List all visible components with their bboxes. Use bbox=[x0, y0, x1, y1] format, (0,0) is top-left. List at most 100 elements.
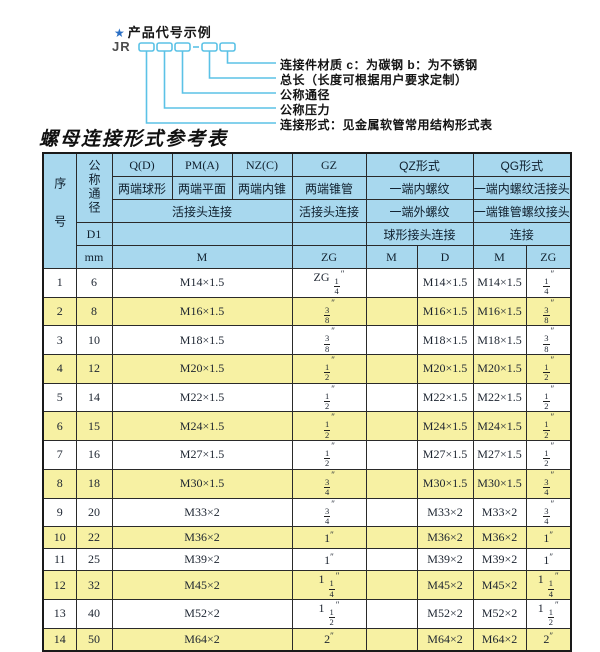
table-row: 10 22 M36×2 1″ M36×2 M36×2 1″ bbox=[42, 526, 572, 550]
cell-seq: 14 bbox=[42, 627, 77, 652]
header-desc-pm: 两端平面 bbox=[171, 176, 233, 200]
label-total-length: 总长（长度可根据用户要求定制） bbox=[280, 73, 468, 87]
table-row: 11 25 M39×2 1″ M39×2 M39×2 1″ bbox=[42, 548, 572, 572]
cell-m: M52×2 bbox=[111, 598, 293, 629]
cell-qg-m: M24×1.5 bbox=[472, 411, 527, 442]
cell-dn: 10 bbox=[75, 325, 113, 356]
cell-qz-m bbox=[365, 548, 418, 572]
cell-seq: 11 bbox=[42, 548, 77, 572]
cell-seq: 2 bbox=[42, 296, 77, 327]
cell-qg-m: M18×1.5 bbox=[472, 325, 527, 356]
header-desc-gz: 两端锥管 bbox=[291, 176, 367, 200]
cell-qg-m: M39×2 bbox=[472, 548, 527, 572]
cell-qz-m bbox=[365, 627, 418, 652]
cell-seq: 13 bbox=[42, 598, 77, 629]
header-blank-gz bbox=[291, 222, 367, 246]
star-icon: ★ bbox=[114, 26, 126, 40]
cell-m: M33×2 bbox=[111, 497, 293, 528]
cell-qg-m: M45×2 bbox=[472, 570, 527, 600]
cell-qg-m: M30×1.5 bbox=[472, 468, 527, 499]
cell-seq: 4 bbox=[42, 354, 77, 384]
header-col-zg: ZG bbox=[291, 245, 367, 269]
cell-zg: 1 2 ″ bbox=[291, 440, 367, 470]
cell-qz-m bbox=[365, 526, 418, 550]
header-desc-qz: 一端内螺纹 bbox=[365, 176, 474, 200]
table-row: 1 6 M14×1.5 ZG 1 4 ″ M14×1.5 M14×1.5 1 4 ″ bbox=[42, 268, 572, 298]
cell-qg-zg: 2″ bbox=[525, 627, 572, 652]
cell-dn: 20 bbox=[75, 497, 113, 528]
cell-zg: 3 8 ″ bbox=[291, 296, 367, 327]
cell-qz-d: M30×1.5 bbox=[416, 468, 474, 499]
label-material: 连接件材质 c：为碳钢 b：为不锈钢 bbox=[280, 58, 478, 72]
leader-line-length bbox=[208, 51, 276, 79]
cell-qg-m: M20×1.5 bbox=[472, 354, 527, 384]
code-box-5 bbox=[219, 42, 236, 52]
cell-qz-d: M14×1.5 bbox=[416, 268, 474, 298]
header-desc-q: 两端球形 bbox=[111, 176, 173, 200]
cell-m: M30×1.5 bbox=[111, 468, 293, 499]
header-type-nz: NZ(C) bbox=[231, 152, 293, 177]
cell-zg: 3 4 ″ bbox=[291, 497, 367, 528]
table-row: 7 16 M27×1.5 1 2 ″ M27×1.5 M27×1.5 1 2 ″ bbox=[42, 440, 572, 470]
leader-line-material bbox=[226, 51, 276, 64]
product-code-diagram: ★ 产品代号示例 JR 连接件材质 c：为碳钢 b：为不锈钢 总长（长度可根据用户… bbox=[0, 0, 600, 152]
table-row: 6 15 M24×1.5 1 2 ″ M24×1.5 M24×1.5 1 2 ″ bbox=[42, 411, 572, 442]
cell-qg-zg: 1″ bbox=[525, 526, 572, 550]
cell-dn: 25 bbox=[75, 548, 113, 572]
header-type-q: Q(D) bbox=[111, 152, 173, 177]
label-nominal-pressure: 公称压力 bbox=[280, 103, 331, 117]
cell-m: M36×2 bbox=[111, 526, 293, 550]
cell-qg-zg: 1 4 ″ bbox=[525, 268, 572, 298]
cell-zg: 1 2 ″ bbox=[291, 354, 367, 384]
cell-qz-m bbox=[365, 382, 418, 413]
cell-qg-zg: 1 2 ″ bbox=[525, 440, 572, 470]
cell-dn: 50 bbox=[75, 627, 113, 652]
table-header: 序号 公称通径 Q(D) PM(A) NZ(C) GZ QZ形式 QG形式 两端… bbox=[42, 152, 572, 269]
cell-qz-m bbox=[365, 440, 418, 470]
code-box-3 bbox=[174, 42, 191, 52]
header-blank-main bbox=[111, 222, 293, 246]
cell-qg-m: M16×1.5 bbox=[472, 296, 527, 327]
cell-qz-d: M52×2 bbox=[416, 598, 474, 629]
cell-dn: 8 bbox=[75, 296, 113, 327]
code-prefix: JR bbox=[112, 39, 131, 54]
label-nominal-diameter: 公称通径 bbox=[280, 88, 331, 102]
code-box-4 bbox=[201, 42, 218, 52]
header-col-qg-zg: ZG bbox=[525, 245, 572, 269]
cell-zg: 1 1 4 ″ bbox=[291, 570, 367, 600]
table-title: 螺母连接形式参考表 bbox=[39, 129, 229, 150]
header-conn-gz: 活接头连接 bbox=[291, 199, 367, 223]
cell-zg: 1 2 ″ bbox=[291, 382, 367, 413]
cell-m: M18×1.5 bbox=[111, 325, 293, 356]
cell-qz-d: M64×2 bbox=[416, 627, 474, 652]
header-col-qz-m: M bbox=[365, 245, 418, 269]
cell-qz-d: M16×1.5 bbox=[416, 296, 474, 327]
header-d1: D1 bbox=[75, 222, 113, 246]
header-type-gz: GZ bbox=[291, 152, 367, 177]
cell-m: M24×1.5 bbox=[111, 411, 293, 442]
table-row: 2 8 M16×1.5 3 8 ″ M16×1.5 M16×1.5 3 8 ″ bbox=[42, 296, 572, 327]
cell-zg: 1 1 2 ″ bbox=[291, 598, 367, 629]
header-type-qg: QG形式 bbox=[472, 152, 572, 177]
cell-seq: 5 bbox=[42, 382, 77, 413]
table-body: 1 6 M14×1.5 ZG 1 4 ″ M14×1.5 M14×1.5 1 4 ″ 2 8 M16×1.… bbox=[42, 268, 572, 652]
cell-seq: 9 bbox=[42, 497, 77, 528]
cell-qg-m: M64×2 bbox=[472, 627, 527, 652]
cell-zg: 1 2 ″ bbox=[291, 411, 367, 442]
header-seq: 序号 bbox=[42, 152, 77, 269]
cell-qz-m bbox=[365, 296, 418, 327]
cell-dn: 12 bbox=[75, 354, 113, 384]
cell-qg-zg: 3 8 ″ bbox=[525, 325, 572, 356]
cell-dn: 40 bbox=[75, 598, 113, 629]
table-row: 4 12 M20×1.5 1 2 ″ M20×1.5 M20×1.5 1 2 ″ bbox=[42, 354, 572, 384]
cell-qg-zg: 1 2 ″ bbox=[525, 411, 572, 442]
cell-dn: 16 bbox=[75, 440, 113, 470]
